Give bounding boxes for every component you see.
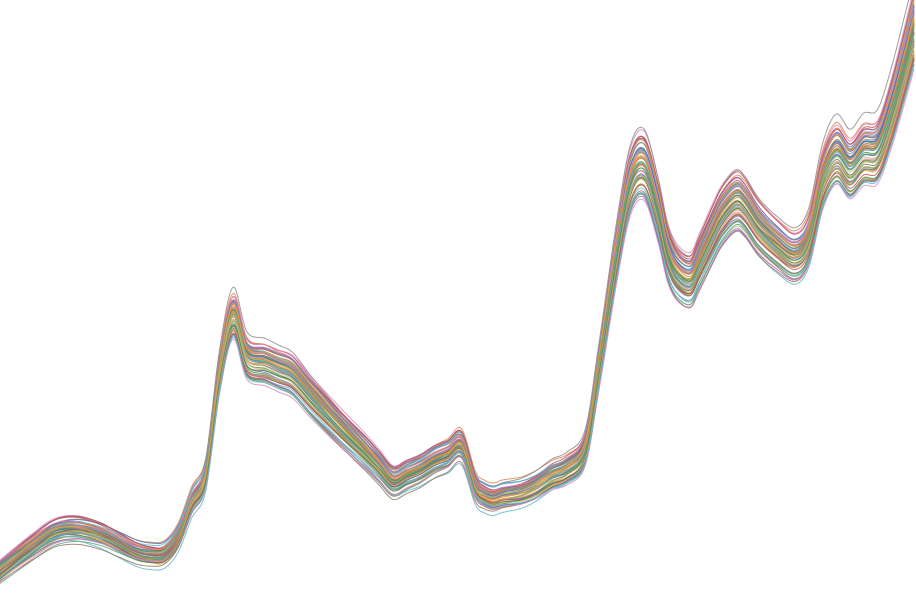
series-line-27 [0, 29, 915, 569]
series-line-35 [0, 13, 915, 576]
series-line-55 [0, 68, 915, 583]
series-line-24 [0, 26, 915, 574]
series-line-20 [0, 14, 915, 563]
series-line-19 [0, 33, 915, 572]
series-line-37 [0, 6, 915, 570]
series-group [0, 0, 915, 584]
series-line-52 [0, 54, 915, 575]
series-line-46 [0, 21, 915, 575]
series-line-33 [0, 33, 915, 580]
series-line-3 [0, 13, 915, 580]
series-line-42 [0, 59, 915, 582]
series-line-2 [0, 0, 914, 565]
series-line-31 [0, 0, 914, 562]
series-line-57 [0, 41, 915, 578]
series-line-45 [0, 41, 915, 570]
series-line-53 [0, 64, 915, 578]
series-line-34 [0, 6, 915, 568]
series-line-36 [0, 41, 915, 580]
series-line-51 [0, 22, 915, 566]
series-line-29 [0, 3, 915, 563]
series-line-50 [0, 19, 915, 571]
series-line-54 [0, 57, 915, 572]
series-line-6 [0, 58, 915, 581]
series-line-22 [0, 56, 915, 578]
series-line-7 [0, 0, 912, 561]
series-line-14 [0, 44, 915, 579]
series-line-56 [0, 0, 915, 564]
series-line-59 [0, 0, 914, 569]
series-line-60 [0, 32, 915, 576]
series-line-38 [0, 15, 915, 564]
series-line-43 [0, 7, 915, 571]
series-line-10 [0, 12, 915, 563]
series-line-17 [0, 50, 915, 574]
series-line-39 [0, 58, 915, 584]
series-line-41 [0, 0, 914, 565]
series-line-16 [0, 0, 915, 562]
series-line-4 [0, 0, 913, 561]
series-line-49 [0, 40, 915, 579]
series-line-25 [0, 9, 915, 568]
series-line-12 [0, 38, 915, 575]
series-line-9 [0, 46, 915, 578]
series-line-23 [0, 50, 915, 577]
series-line-48 [0, 44, 915, 571]
series-line-1 [0, 32, 915, 572]
series-line-11 [0, 34, 915, 563]
series-line-44 [0, 18, 915, 573]
series-line-15 [0, 23, 915, 567]
series-line-47 [0, 16, 915, 571]
series-line-32 [0, 0, 910, 564]
series-line-21 [0, 60, 915, 580]
series-line-5 [0, 33, 915, 568]
series-line-30 [0, 5, 915, 566]
series-line-26 [0, 23, 915, 571]
series-line-13 [0, 10, 915, 566]
series-line-18 [0, 13, 915, 569]
series-line-8 [0, 7, 915, 569]
series-line-28 [0, 24, 915, 564]
series-line-58 [0, 63, 915, 578]
series-line-40 [0, 0, 914, 564]
